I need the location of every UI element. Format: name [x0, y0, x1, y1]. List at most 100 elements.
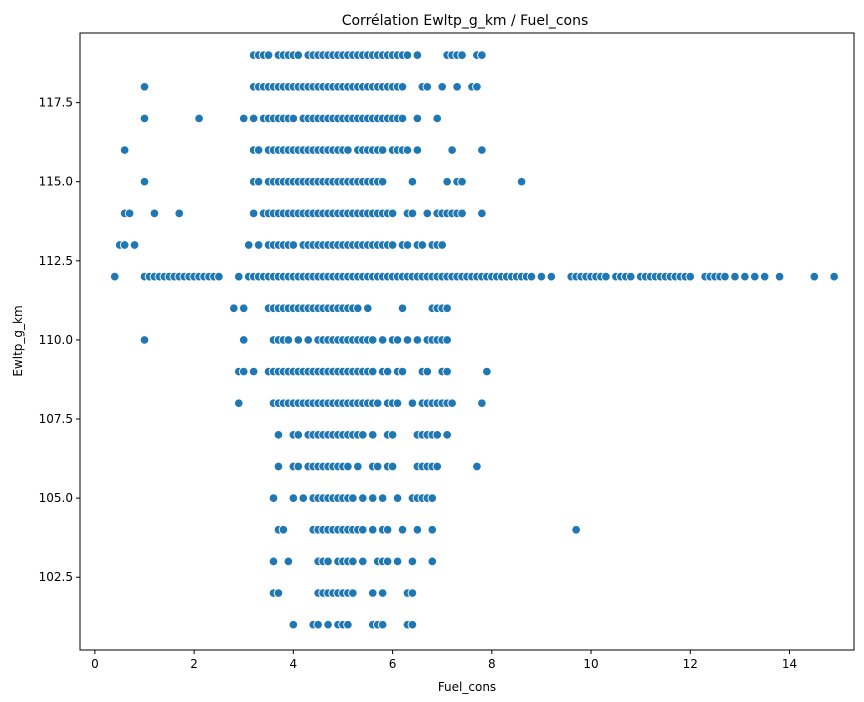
- x-axis-label: Fuel_cons: [438, 680, 496, 694]
- data-point: [377, 619, 388, 630]
- data-point: [119, 240, 130, 250]
- data-point: [278, 525, 289, 535]
- data-point: [303, 335, 313, 345]
- data-point: [243, 240, 254, 250]
- data-point: [367, 366, 378, 377]
- data-point: [407, 619, 418, 630]
- data-point: [283, 556, 294, 567]
- points-group: [109, 50, 839, 630]
- data-point: [358, 556, 368, 567]
- x-tick-label: 8: [488, 657, 496, 671]
- data-point: [139, 82, 150, 92]
- data-point: [367, 493, 378, 503]
- data-point: [482, 366, 492, 377]
- data-point: [397, 366, 408, 377]
- y-tick-label: 105.0: [39, 491, 73, 505]
- data-point: [516, 176, 527, 187]
- data-point: [472, 82, 482, 92]
- data-point: [442, 366, 452, 377]
- data-point: [124, 208, 135, 219]
- data-point: [457, 208, 467, 219]
- data-point: [546, 271, 557, 282]
- data-point: [367, 430, 378, 440]
- data-point: [427, 556, 438, 567]
- data-point: [288, 240, 299, 250]
- data-point: [234, 398, 244, 408]
- data-point: [248, 366, 259, 377]
- x-tick-label: 10: [583, 657, 598, 671]
- data-point: [139, 113, 150, 124]
- data-point: [432, 113, 442, 124]
- data-point: [412, 50, 423, 60]
- data-point: [447, 145, 457, 155]
- data-point: [377, 493, 388, 503]
- data-point: [422, 366, 433, 377]
- data-point: [526, 271, 537, 282]
- x-axis: 0 2 4 6 8 10 12 14: [91, 650, 797, 671]
- data-point: [363, 303, 373, 314]
- data-point: [238, 366, 249, 377]
- data-point: [234, 271, 244, 282]
- x-tick-label: 2: [190, 657, 198, 671]
- data-point: [382, 556, 393, 567]
- data-point: [432, 430, 442, 440]
- data-point: [442, 335, 452, 345]
- data-point: [442, 176, 452, 187]
- data-point: [293, 461, 304, 472]
- data-point: [343, 619, 353, 630]
- data-point: [452, 82, 462, 92]
- data-point: [238, 113, 249, 124]
- data-point: [427, 493, 438, 503]
- y-tick-label: 102.5: [39, 570, 73, 584]
- y-tick-label: 115.0: [39, 175, 73, 189]
- data-point: [809, 271, 820, 282]
- data-point: [174, 208, 184, 219]
- x-tick-label: 14: [782, 657, 797, 671]
- data-point: [412, 113, 423, 124]
- data-point: [372, 398, 383, 408]
- data-point: [367, 525, 378, 535]
- data-point: [422, 82, 433, 92]
- data-point: [273, 430, 284, 440]
- data-point: [407, 176, 418, 187]
- data-point: [343, 461, 353, 472]
- data-point: [412, 335, 423, 345]
- data-point: [392, 398, 403, 408]
- data-point: [457, 176, 467, 187]
- data-point: [293, 430, 304, 440]
- y-tick-label: 107.5: [39, 412, 73, 426]
- data-point: [417, 240, 428, 250]
- y-axis: 102.5 105.0 107.5 110.0 112.5 115.0 117.5: [39, 96, 80, 584]
- data-point: [402, 50, 413, 60]
- data-point: [263, 50, 274, 60]
- data-point: [397, 82, 408, 92]
- data-point: [367, 335, 378, 345]
- data-point: [387, 430, 398, 440]
- data-point: [432, 461, 442, 472]
- data-point: [348, 493, 358, 503]
- data-point: [229, 303, 239, 314]
- data-point: [387, 240, 398, 250]
- data-point: [377, 335, 388, 345]
- data-point: [253, 176, 264, 187]
- data-point: [149, 208, 160, 219]
- data-point: [268, 493, 279, 503]
- x-tick-label: 0: [91, 657, 99, 671]
- data-point: [685, 271, 696, 282]
- data-point: [358, 493, 368, 503]
- x-tick-label: 6: [389, 657, 397, 671]
- data-point: [402, 145, 413, 155]
- data-point: [253, 240, 264, 250]
- data-point: [298, 493, 309, 503]
- data-point: [720, 271, 730, 282]
- data-point: [407, 588, 418, 598]
- data-point: [437, 82, 447, 92]
- data-point: [477, 208, 487, 219]
- data-point: [750, 271, 760, 282]
- data-point: [119, 145, 130, 155]
- y-tick-label: 112.5: [39, 254, 73, 268]
- data-point: [348, 556, 358, 567]
- data-point: [129, 240, 140, 250]
- data-point: [238, 335, 249, 345]
